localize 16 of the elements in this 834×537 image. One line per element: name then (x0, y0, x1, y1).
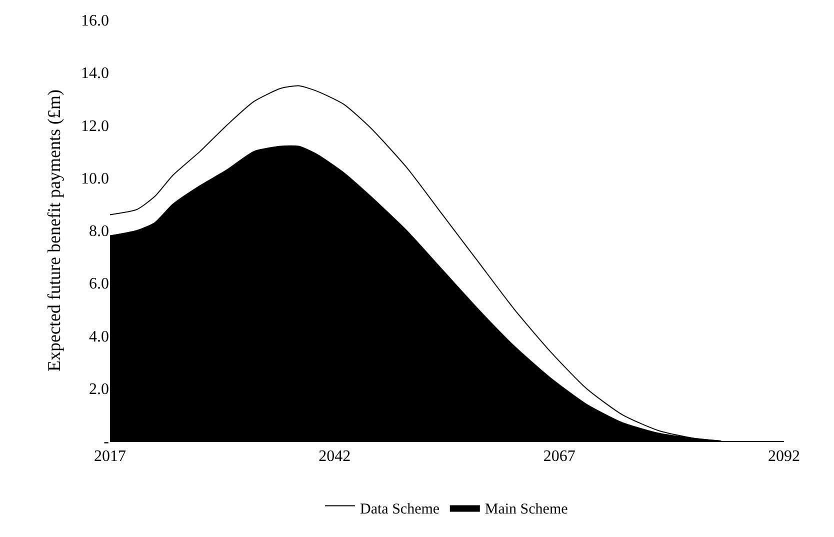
x-tick-label: 2042 (318, 448, 351, 466)
y-axis-title: Expected future benefit payments (£m) (44, 90, 64, 372)
y-tick-label: 14.0 (81, 65, 109, 82)
legend-label: Main Scheme (484, 502, 568, 518)
x-tick-label: 2067 (543, 448, 576, 466)
y-tick-label: 12.0 (81, 118, 109, 135)
y-tick-label: 2.0 (89, 380, 109, 398)
y-tick-label: 16.0 (81, 12, 109, 30)
y-tick-label: 10.0 (81, 170, 109, 188)
y-tick-label: 4.0 (89, 328, 109, 346)
x-tick-label: 2092 (768, 448, 800, 466)
y-tick-label: 8.0 (89, 223, 109, 240)
x-tick-label: 2017 (94, 448, 126, 466)
legend-label: Data Scheme (360, 502, 440, 518)
y-tick-label: 6.0 (89, 276, 109, 293)
y-tick-label: - (104, 434, 109, 451)
